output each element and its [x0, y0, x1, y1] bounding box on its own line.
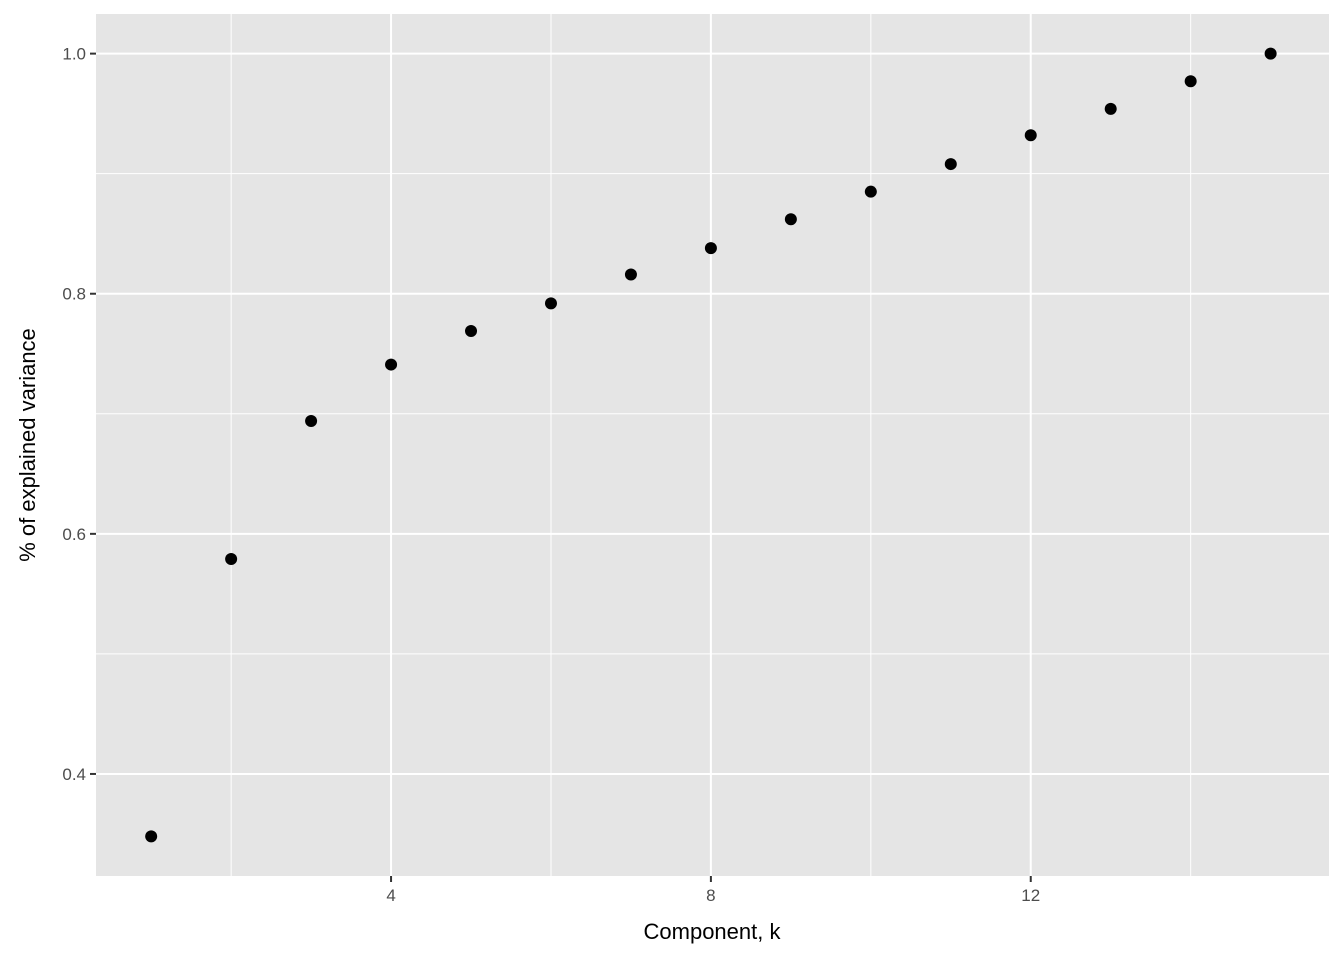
data-point-9 [784, 213, 797, 226]
x-axis-title: Component, k [644, 919, 782, 944]
data-point-2 [225, 553, 238, 566]
data-point-12 [1024, 129, 1037, 142]
plot-panel [96, 14, 1329, 876]
data-point-10 [864, 185, 877, 198]
data-point-6 [544, 297, 557, 310]
data-point-8 [704, 242, 717, 255]
data-point-3 [305, 414, 318, 427]
y-axis-title: % of explained variance [15, 328, 40, 562]
y-tick-label: 0.4 [62, 765, 86, 784]
x-tick-label: 8 [706, 886, 715, 905]
minor-gridlines [96, 14, 1329, 876]
data-point-5 [465, 324, 478, 337]
y-axis-ticks: 0.4 0.6 0.8 1.0 [62, 45, 96, 784]
data-point-15 [1264, 47, 1277, 60]
y-tick-label: 0.6 [62, 525, 86, 544]
data-point-11 [944, 158, 957, 171]
data-point-14 [1184, 75, 1197, 88]
data-point-13 [1104, 102, 1117, 115]
y-tick-label: 1.0 [62, 45, 86, 64]
x-tick-label: 4 [386, 886, 395, 905]
x-axis-ticks: 4 8 12 [386, 876, 1040, 905]
data-point-1 [145, 830, 158, 843]
data-point-7 [624, 268, 637, 281]
major-gridlines [96, 14, 1329, 876]
x-tick-label: 12 [1021, 886, 1040, 905]
y-tick-label: 0.8 [62, 285, 86, 304]
data-point-4 [385, 358, 398, 371]
data-points [145, 47, 1277, 843]
